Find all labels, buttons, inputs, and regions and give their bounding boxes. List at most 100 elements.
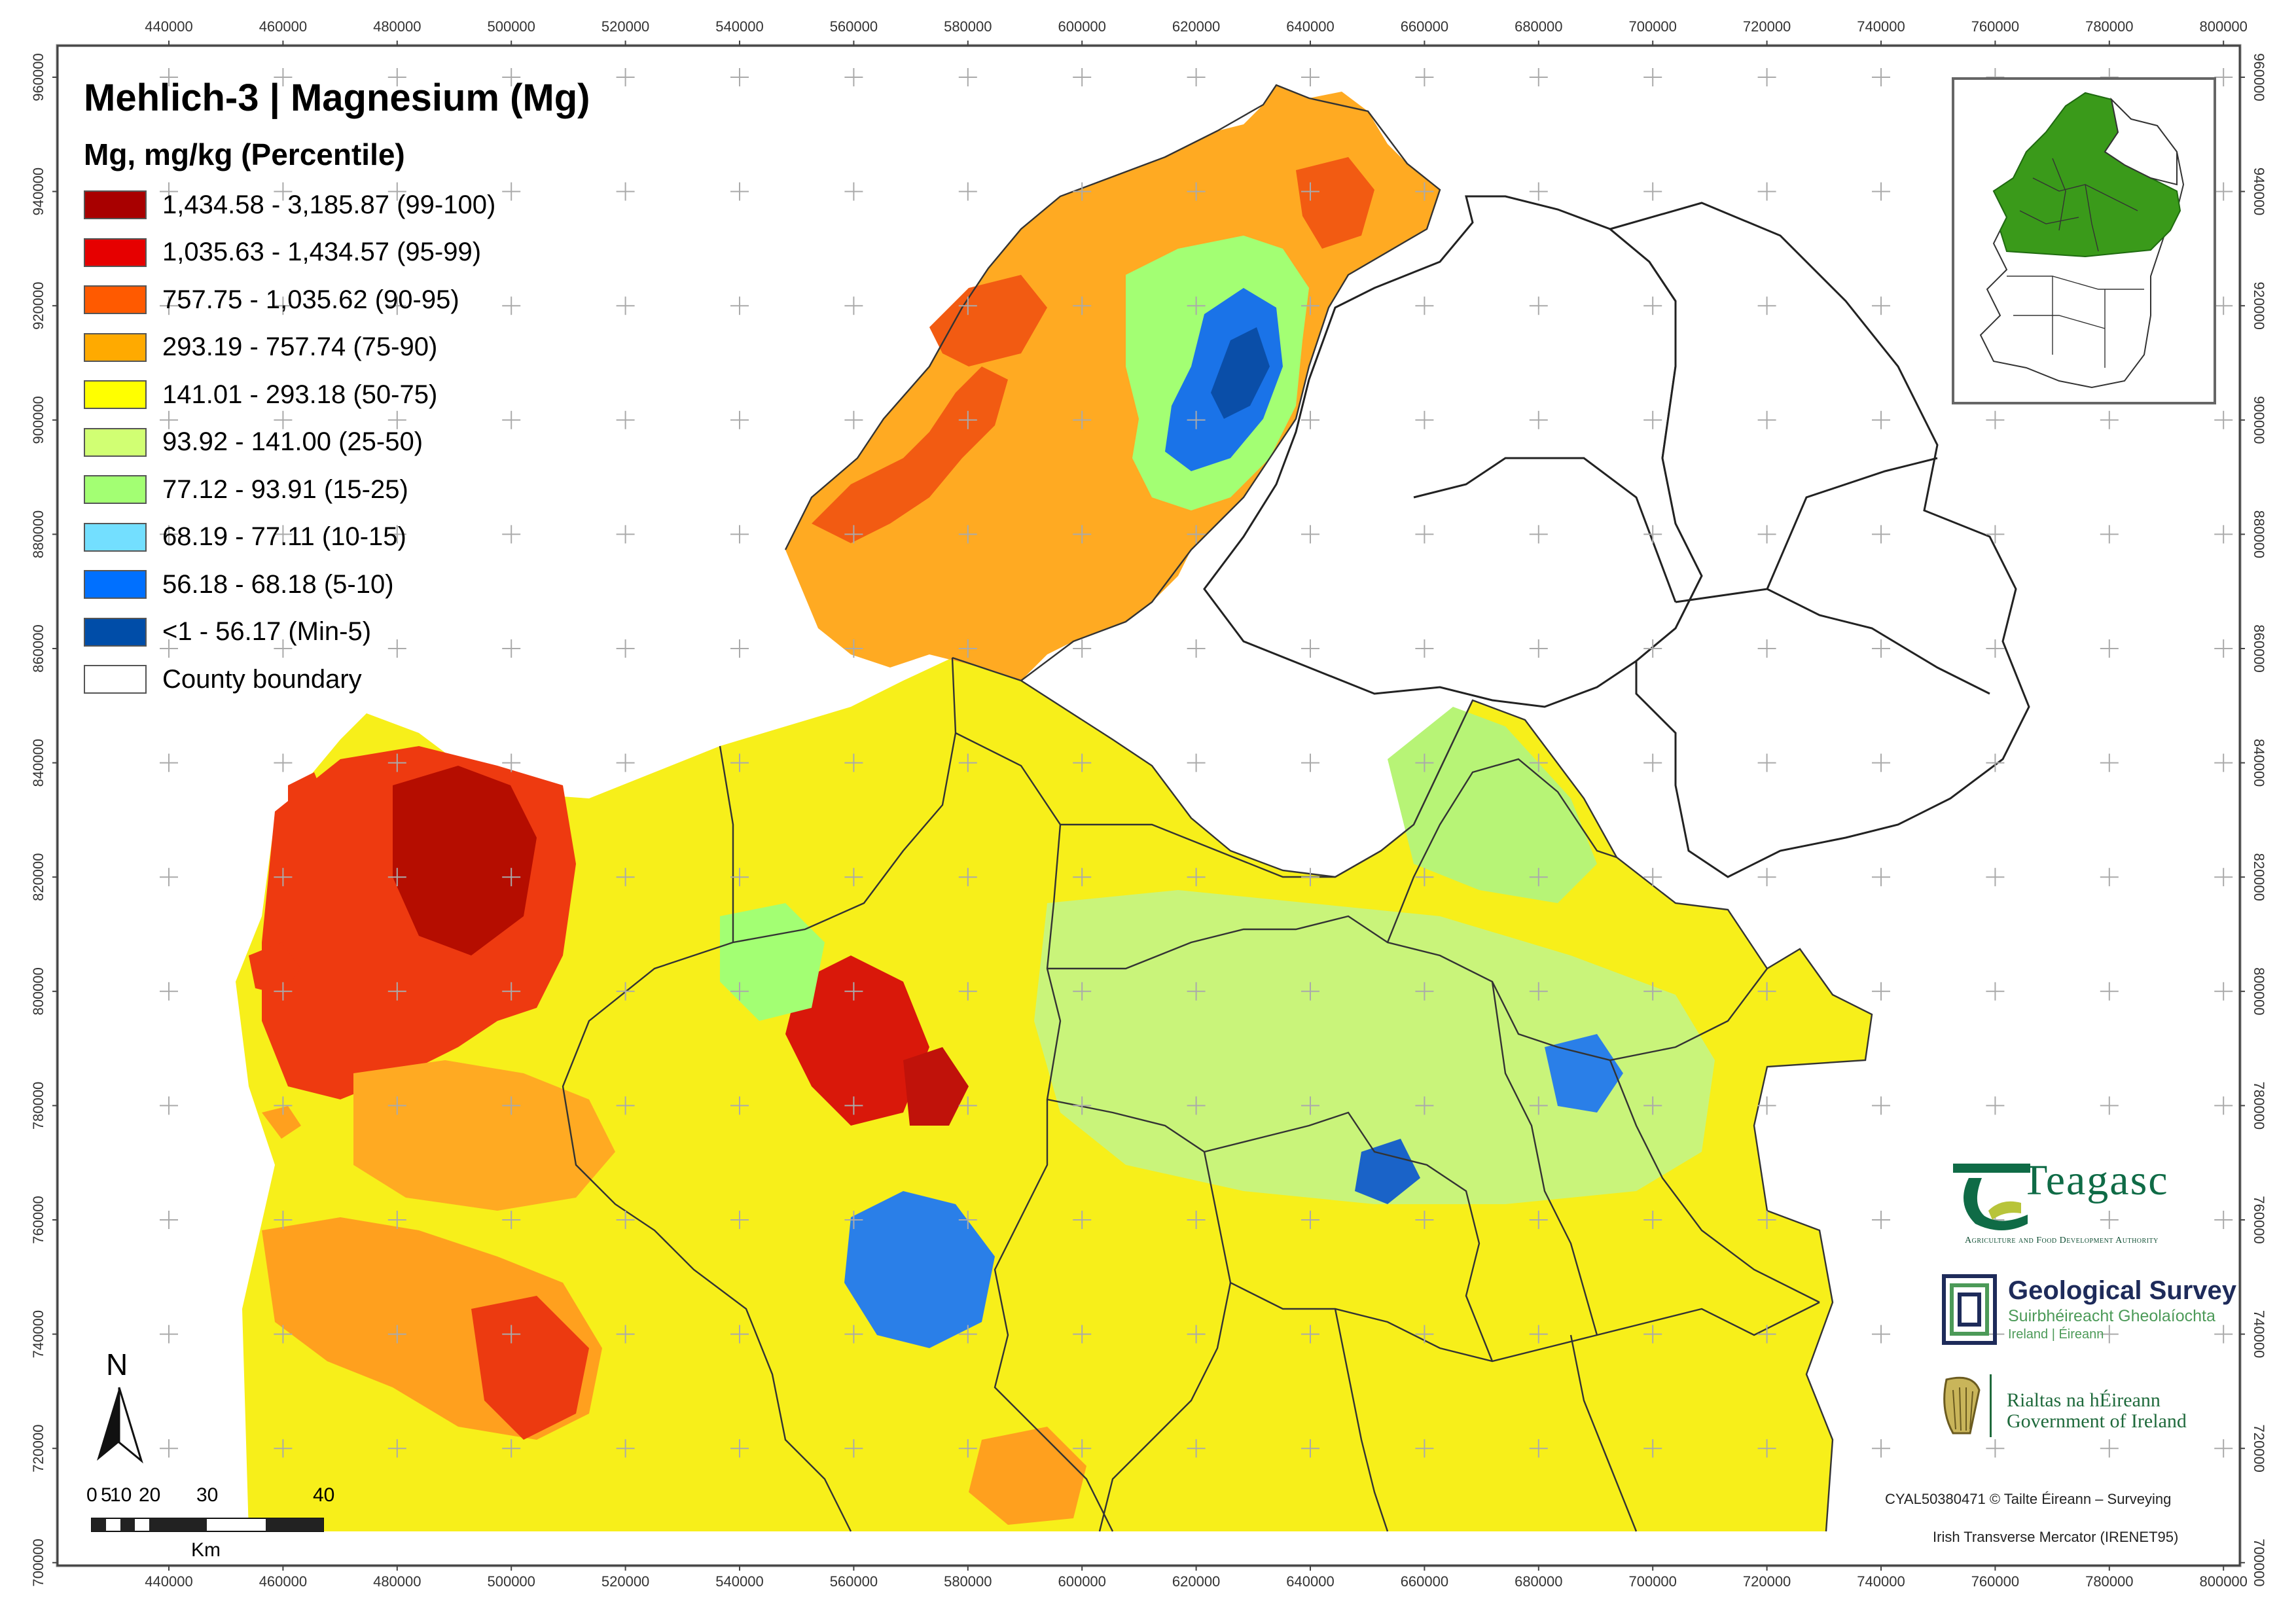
gov-english: Government of Ireland [2007,1410,2187,1432]
x-tick-label: 800000 [2199,18,2247,35]
legend: Mehlich-3 | Magnesium (Mg) Mg, mg/kg (Pe… [84,76,590,704]
y-tick-label: 780000 [2251,1082,2267,1130]
coastline [952,656,1873,1532]
x-tick-label: 500000 [487,18,535,35]
raster-inishowen-red [1296,157,1374,249]
legend-label: 1,434.58 - 3,185.87 (99-100) [162,190,496,219]
raster-donegal-west-red [812,366,1008,543]
x-tick-label: 660000 [1401,1573,1448,1590]
legend-item: 141.01 - 293.18 (50-75) [84,371,590,419]
county-boundary-ni-east [1607,202,2030,878]
y-tick-label: 920000 [2251,281,2267,329]
scale-bar-label: 40 [313,1484,335,1506]
y-tick-label: 900000 [30,396,46,444]
y-tick-label: 940000 [2251,168,2267,215]
raster-donegal-east-darkblue [1211,327,1270,419]
gsi-irish: Suirbhéireacht Gheolaíochta [2008,1307,2215,1325]
county-boundary [1570,1334,1638,1532]
neat-line [56,45,2241,1567]
x-tick-label: 540000 [715,1573,763,1590]
raster-achill [249,942,301,995]
county-boundary [1047,915,1768,1061]
y-tick-label: 760000 [2251,1196,2267,1243]
y-tick-label: 820000 [2251,853,2267,901]
x-tick-label: 680000 [1515,18,1562,35]
x-tick-label: 660000 [1401,18,1448,35]
county-boundary [1047,1098,1820,1363]
y-ticks-left: 960000 940000 920000 900000 880000 860000 8400… [30,53,58,1587]
legend-swatch [84,190,147,220]
x-tick-label: 480000 [373,18,421,35]
gsi-title: Geological Survey [2008,1276,2237,1305]
x-tick-label: 640000 [1286,18,1334,35]
gsi-logo: Geological Survey Suirbhéireacht Gheolaí… [1941,1274,2236,1352]
x-tick-label: 500000 [487,1573,535,1590]
x-tick-label: 480000 [373,1573,421,1590]
x-tick-label: 620000 [1172,18,1220,35]
legend-rows: 1,434.58 - 3,185.87 (99-100) 1,035.63 - 1… [84,181,590,704]
legend-item: 56.18 - 68.18 (5-10) [84,561,590,609]
legend-swatch [84,238,147,267]
neat-line-outer [56,44,2242,1567]
y-tick-label: 800000 [30,967,46,1015]
harp-icon [1943,1374,1992,1437]
teagasc-logo: Teagasc Agriculture and Food Development… [1949,1152,2191,1257]
gsi-sub: Ireland | Éireann [2008,1327,2104,1342]
legend-item: 293.19 - 757.74 (75-90) [84,324,590,372]
y-tick-label: 900000 [2251,396,2267,444]
roi-county-boundaries [562,84,1820,1532]
y-tick-label: 840000 [2251,739,2267,787]
x-tick-label: 620000 [1172,1573,1220,1590]
y-tick-label: 840000 [30,739,46,787]
north-arrow [97,1387,143,1464]
legend-label: 1,035.63 - 1,434.57 (95-99) [162,238,482,267]
raster-connemara-red [471,1296,589,1440]
legend-label: 293.19 - 757.74 (75-90) [162,332,438,362]
x-ticks-top: 440000 460000 480000 500000 520000 540000 5600… [145,18,2248,46]
y-tick-label: 720000 [2251,1424,2267,1472]
raster-mayo-west-darkred [393,766,537,955]
inset-ireland-map [1979,92,2185,389]
x-tick-label: 720000 [1743,18,1791,35]
legend-item: 93.92 - 141.00 (25-50) [84,419,590,467]
teagasc-wordmark: Teagasc [2021,1156,2169,1204]
x-tick-label: 580000 [944,1573,992,1590]
x-tick-label: 740000 [1857,1573,1905,1590]
legend-item: 1,434.58 - 3,185.87 (99-100) [84,181,590,229]
x-tick-label: 700000 [1628,18,1676,35]
y-tick-label: 760000 [30,1196,46,1243]
x-tick-label: 700000 [1628,1573,1676,1590]
legend-label: 757.75 - 1,035.62 (90-95) [162,285,459,314]
north-label: N [106,1347,128,1382]
legend-swatch [84,617,147,647]
x-tick-label: 760000 [1971,18,2019,35]
x-tick-label: 640000 [1286,1573,1334,1590]
x-tick-label: 460000 [259,18,307,35]
raster-east-blue-2 [1355,1139,1420,1204]
scale-unit-label: Km [191,1539,221,1561]
raster-central-blue [844,1191,995,1348]
y-tick-label: 740000 [2251,1310,2267,1358]
county-boundary [1334,1308,1389,1532]
legend-swatch [84,332,147,362]
x-tick-label: 600000 [1058,18,1105,35]
county-boundary [719,745,734,942]
x-tick-label: 520000 [601,1573,649,1590]
legend-swatch [84,475,147,505]
legend-swatch [84,522,147,552]
legend-label: County boundary [162,664,362,694]
x-tick-label: 780000 [2085,1573,2133,1590]
x-tick-label: 440000 [145,1573,192,1590]
scale-bar [91,1518,324,1532]
legend-swatch [84,427,147,457]
county-boundary-ni-internal [1413,457,1990,695]
x-tick-label: 560000 [830,18,878,35]
x-tick-label: 780000 [2085,18,2133,35]
y-tick-label: 940000 [30,168,46,215]
county-boundary [1491,981,1598,1336]
gsi-emblem-icon [1942,1274,1997,1345]
raster-sw-orange [969,1427,1086,1525]
county-boundary [1609,1060,1820,1304]
scale-bar-label: 30 [196,1484,219,1506]
raster-belmullet [288,772,327,831]
